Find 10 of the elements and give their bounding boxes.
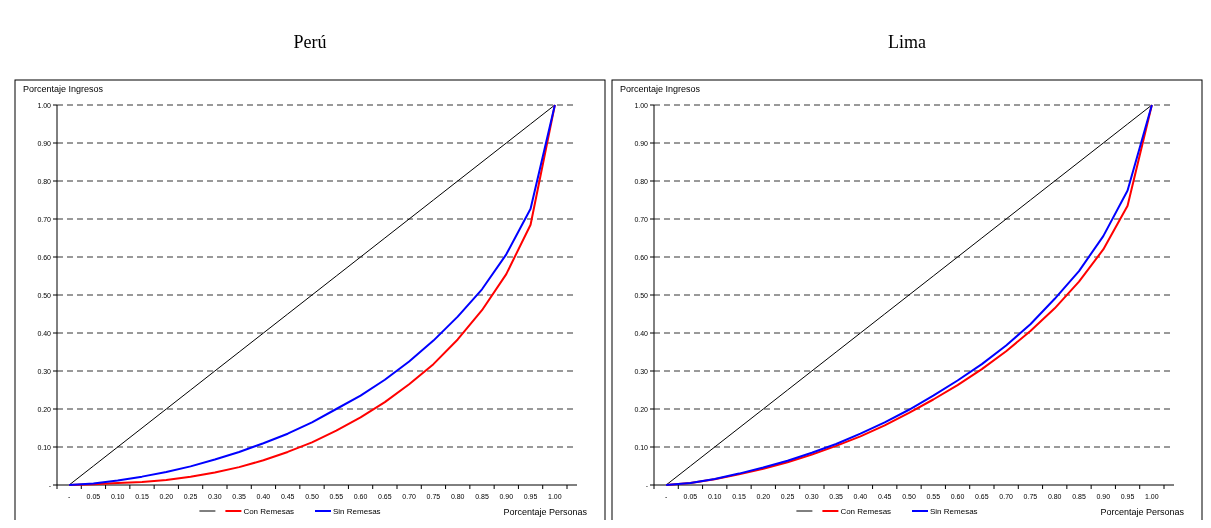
x-axis-title: Porcentaje Personas xyxy=(503,507,588,517)
legend-label: Con Remesas xyxy=(840,507,892,516)
legend-label: Con Remesas xyxy=(243,507,295,516)
chart-title: Perú xyxy=(293,32,327,52)
legend-label: Sin Remesas xyxy=(333,507,381,516)
legend-label: Sin Remesas xyxy=(930,507,978,516)
y-axis-title: Porcentaje Ingresos xyxy=(620,84,701,94)
chart-title: Lima xyxy=(888,32,926,52)
y-axis-title: Porcentaje Ingresos xyxy=(23,84,104,94)
x-axis-title: Porcentaje Personas xyxy=(1100,507,1185,517)
